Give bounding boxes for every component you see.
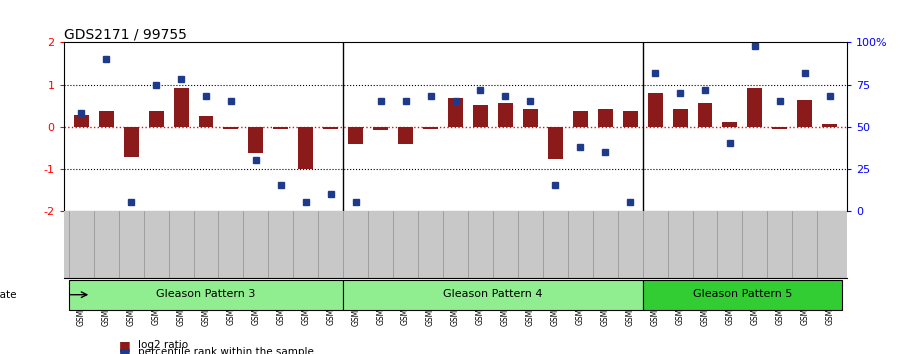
Bar xyxy=(623,110,638,127)
Bar xyxy=(773,127,787,129)
Bar xyxy=(174,88,189,127)
Bar xyxy=(374,127,388,130)
Bar xyxy=(298,127,313,170)
Bar xyxy=(323,127,338,129)
Text: Gleason Pattern 3: Gleason Pattern 3 xyxy=(157,289,256,299)
Bar xyxy=(223,127,239,129)
Text: ■: ■ xyxy=(118,339,130,352)
Bar xyxy=(199,116,213,127)
Bar xyxy=(473,105,488,127)
Bar xyxy=(423,127,438,129)
Text: disease state: disease state xyxy=(0,290,16,300)
Text: GDS2171 / 99755: GDS2171 / 99755 xyxy=(64,27,187,41)
Text: ■: ■ xyxy=(118,346,130,354)
Bar xyxy=(398,127,413,144)
Bar xyxy=(797,101,813,127)
Bar xyxy=(823,125,837,127)
Bar xyxy=(698,103,712,127)
Text: Gleason Pattern 4: Gleason Pattern 4 xyxy=(443,289,543,299)
Bar xyxy=(98,110,114,127)
Bar xyxy=(68,280,343,310)
Text: log2 ratio: log2 ratio xyxy=(138,340,189,350)
Bar xyxy=(74,115,88,127)
Bar xyxy=(573,110,588,127)
Bar xyxy=(343,280,642,310)
Bar xyxy=(648,93,662,127)
Bar xyxy=(249,127,263,153)
Bar xyxy=(148,110,164,127)
Bar xyxy=(523,109,537,127)
Bar xyxy=(672,109,688,127)
Bar xyxy=(642,280,843,310)
Bar xyxy=(598,109,613,127)
Bar xyxy=(498,103,513,127)
Bar xyxy=(747,88,763,127)
Bar xyxy=(273,127,288,129)
Bar xyxy=(722,122,737,127)
Bar xyxy=(548,127,563,159)
Bar xyxy=(124,127,138,157)
Text: percentile rank within the sample: percentile rank within the sample xyxy=(138,347,314,354)
Bar xyxy=(348,127,363,144)
Text: Gleason Pattern 5: Gleason Pattern 5 xyxy=(692,289,793,299)
Bar xyxy=(448,98,463,127)
